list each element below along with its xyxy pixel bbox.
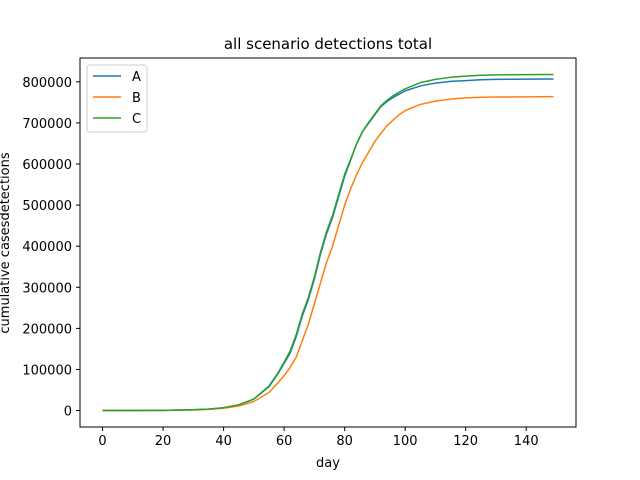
x-tick-label: 20: [155, 434, 172, 449]
legend-label-A: A: [132, 70, 141, 85]
x-tick-label: 40: [215, 434, 232, 449]
y-tick-label: 500000: [22, 199, 72, 214]
legend-box: [86, 64, 148, 133]
legend: ABC: [86, 64, 148, 133]
chart-title: all scenario detections total: [224, 35, 432, 53]
y-tick-label: 800000: [22, 76, 72, 91]
y-axis: 0 100000 200000 300000 400000 500000 600000 700…: [22, 76, 80, 420]
x-axis-label: day: [316, 456, 340, 471]
x-tick-label: 100: [393, 434, 418, 449]
y-tick-label: 400000: [22, 240, 72, 255]
series-line-C: [102, 73, 554, 412]
x-tick-label: 0: [98, 434, 106, 449]
legend-label-C: C: [132, 112, 141, 127]
series-line-B: [102, 95, 554, 412]
x-axis: 0 20 40 60 80 100 120 140: [98, 427, 539, 449]
y-tick-label: 700000: [22, 117, 72, 132]
y-tick-label: 100000: [22, 363, 72, 378]
x-tick-label: 120: [453, 434, 478, 449]
axes-frame: [79, 57, 577, 428]
legend-label-B: B: [132, 91, 141, 106]
y-tick-label: 600000: [22, 158, 72, 173]
y-axis-label: cumulative casesdetections: [0, 152, 13, 333]
x-tick-label: 80: [336, 434, 353, 449]
x-tick-label: 60: [276, 434, 293, 449]
y-tick-label: 300000: [22, 281, 72, 296]
x-tick-label: 140: [514, 434, 539, 449]
y-tick-label: 0: [64, 405, 72, 420]
plot-area: [102, 73, 554, 412]
y-tick-label: 200000: [22, 322, 72, 337]
